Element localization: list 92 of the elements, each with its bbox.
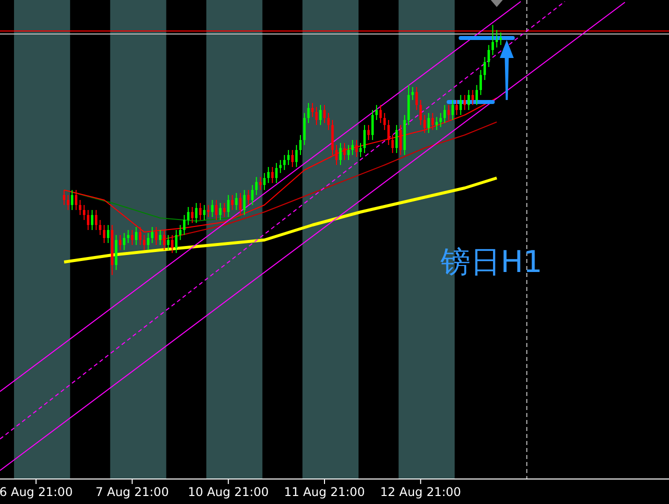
x-tick-label: 10 Aug 21:00 [188, 485, 269, 499]
annotation: 镑日H1 [440, 245, 542, 280]
candlestick [391, 134, 394, 154]
candlestick [243, 190, 246, 216]
candlestick [367, 124, 370, 140]
candlestick [476, 84, 478, 106]
candlestick [147, 232, 150, 250]
candlestick [151, 226, 154, 244]
candlestick [187, 206, 190, 226]
x-tick-label: 12 Aug 21:00 [380, 485, 462, 499]
candlestick [492, 24, 494, 56]
candlestick [171, 234, 174, 254]
candlestick [227, 194, 230, 218]
candlestick [383, 112, 386, 130]
candlestick [291, 150, 294, 168]
x-tick-label: 6 Aug 21:00 [0, 485, 73, 499]
candlestick [267, 166, 270, 184]
candlestick [167, 234, 170, 250]
candlestick [82, 204, 86, 220]
candlestick [143, 234, 146, 250]
candlestick [159, 230, 162, 246]
candlestick [415, 86, 418, 110]
candlestick [263, 172, 266, 190]
candlestick [259, 176, 262, 190]
candlestick [191, 206, 194, 224]
candlestick [275, 162, 278, 184]
candlestick [423, 114, 426, 134]
candlestick [279, 160, 282, 174]
candlestick [78, 200, 82, 216]
candlestick [179, 224, 182, 240]
candlestick [86, 210, 90, 230]
candlestick [299, 134, 302, 156]
candlestick [427, 112, 430, 134]
candlestick [399, 124, 402, 156]
candlestick [175, 230, 178, 254]
candlestick [215, 200, 218, 220]
candlestick [122, 232, 126, 250]
candlestick [126, 230, 130, 244]
candlestick [98, 220, 102, 236]
candlestick [375, 104, 378, 120]
candlestick [496, 30, 498, 48]
candlestick [199, 202, 202, 220]
candlestick [488, 44, 490, 68]
candlestick [379, 104, 382, 124]
candlestick [431, 112, 434, 130]
candlestick [463, 94, 466, 110]
candlestick [271, 166, 274, 184]
candlestick [203, 204, 206, 220]
candlestick [419, 100, 422, 126]
candlestick [183, 214, 186, 236]
candlestick [135, 226, 138, 246]
candlestick [118, 234, 122, 250]
candlestick [443, 104, 446, 124]
candlestick [223, 202, 226, 218]
candlestick [207, 204, 210, 218]
candlestick [500, 32, 502, 46]
x-tick-label: 11 Aug 21:00 [284, 485, 365, 499]
candlestick [74, 190, 78, 210]
candlestick [239, 192, 242, 216]
candlestick [231, 194, 234, 210]
candlestick [371, 110, 374, 140]
candlestick [247, 190, 250, 206]
candlestick [484, 56, 486, 80]
candlestick [94, 210, 98, 230]
candlestick [459, 94, 462, 116]
candlestick [219, 202, 222, 220]
candlestick [235, 192, 238, 210]
candlestick [447, 104, 450, 120]
candlestick [472, 90, 474, 106]
candlestick [295, 144, 298, 168]
candlestick [130, 230, 134, 246]
candlestick [395, 124, 398, 154]
candlestick [102, 224, 106, 244]
candlestick [106, 224, 110, 244]
candlestick [195, 202, 198, 224]
candlestick [435, 116, 438, 130]
candlestick [66, 194, 70, 210]
candlestick [90, 210, 94, 230]
candlestick [468, 90, 470, 110]
candlestick [439, 112, 442, 128]
candlestick [251, 184, 254, 206]
candlestick [70, 190, 74, 210]
candlestick [451, 100, 454, 120]
candlestick [455, 100, 458, 116]
candlestick [211, 200, 214, 218]
candlestick [411, 86, 414, 100]
x-tick-label: 7 Aug 21:00 [96, 485, 169, 499]
candlestick [387, 120, 390, 146]
candlestick [255, 176, 258, 196]
candlestick [283, 154, 286, 170]
candlestick [287, 150, 290, 166]
candlestick [480, 70, 482, 96]
